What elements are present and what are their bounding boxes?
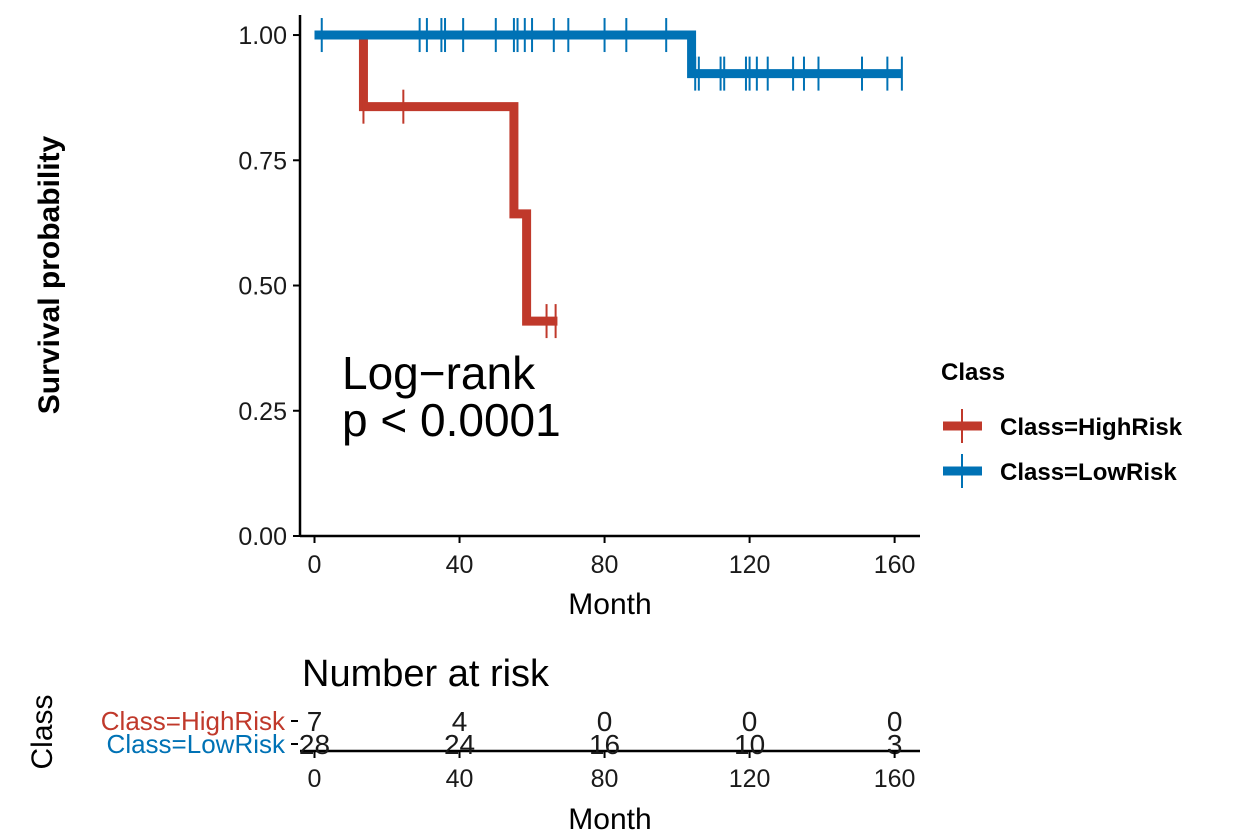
survival-curve-class-highrisk	[314, 30, 558, 326]
y-tick-label: 1.00	[238, 22, 287, 50]
risk-count: 4	[452, 706, 468, 737]
risk-x-tick-label: 160	[874, 765, 916, 793]
logrank-annotation-line1: Log−rank	[342, 347, 536, 399]
risk-x-tick-label: 80	[591, 765, 619, 793]
risk-row-label: Class=LowRisk	[107, 729, 286, 759]
y-axis-title: Survival probability	[33, 135, 66, 414]
risk-x-tick-label: 40	[446, 765, 474, 793]
risk-row-class-lowrisk: Class=LowRisk 28 24 16 10 3	[107, 729, 903, 760]
y-axis-ticks: 0.00 0.25 0.50 0.75 1.00	[238, 22, 300, 551]
risk-row-class-highrisk: Class=HighRisk 7 4 0 0 0	[101, 706, 903, 737]
risk-count: 7	[307, 706, 323, 737]
legend-items: Class=HighRisk Class=LowRisk	[943, 409, 1183, 488]
y-tick-label: 0.25	[238, 398, 287, 426]
y-tick-label: 0.00	[238, 523, 287, 551]
y-tick-label: 0.75	[238, 147, 287, 175]
km-curves	[314, 18, 903, 339]
legend: Class Class=HighRisk Class=LowRisk	[941, 359, 1183, 488]
survival-curve-class-lowrisk	[314, 30, 902, 79]
series-class-lowrisk	[314, 18, 903, 91]
risk-count: 0	[742, 706, 758, 737]
x-axis-ticks: 0 40 80 120 160	[308, 536, 916, 579]
legend-label: Class=HighRisk	[1000, 414, 1183, 441]
risk-x-tick-label: 0	[308, 765, 322, 793]
risk-count: 0	[597, 706, 613, 737]
series-class-highrisk	[314, 30, 558, 339]
risk-table-y-axis-title: Class	[26, 694, 59, 769]
x-axis-title: Month	[568, 588, 651, 621]
logrank-annotation-line2: p < 0.0001	[342, 394, 561, 446]
x-tick-label: 0	[308, 551, 322, 579]
risk-table: Number at risk Class=HighRisk 7 4 0 0 0Class=…	[26, 653, 920, 835]
legend-item-class-lowrisk: Class=LowRisk	[943, 454, 1177, 488]
risk-row-label: Class=HighRisk	[101, 706, 286, 736]
risk-table-x-ticks: 0 40 80 120 160	[308, 751, 916, 793]
legend-item-class-highrisk: Class=HighRisk	[943, 409, 1183, 443]
risk-count: 0	[887, 706, 903, 737]
y-tick-label: 0.50	[238, 273, 287, 301]
x-tick-label: 160	[874, 551, 916, 579]
risk-table-title: Number at risk	[302, 653, 550, 695]
x-tick-label: 40	[446, 551, 474, 579]
risk-count: 3	[887, 729, 903, 760]
legend-title: Class	[941, 359, 1005, 386]
risk-x-tick-label: 120	[729, 765, 771, 793]
x-tick-label: 80	[591, 551, 619, 579]
legend-label: Class=LowRisk	[1000, 459, 1177, 486]
x-tick-label: 120	[729, 551, 771, 579]
risk-table-x-axis-title: Month	[568, 803, 651, 835]
km-plot: 0.00 0.25 0.50 0.75 1.00 0 40 80 120 160 Month S…	[33, 15, 920, 621]
